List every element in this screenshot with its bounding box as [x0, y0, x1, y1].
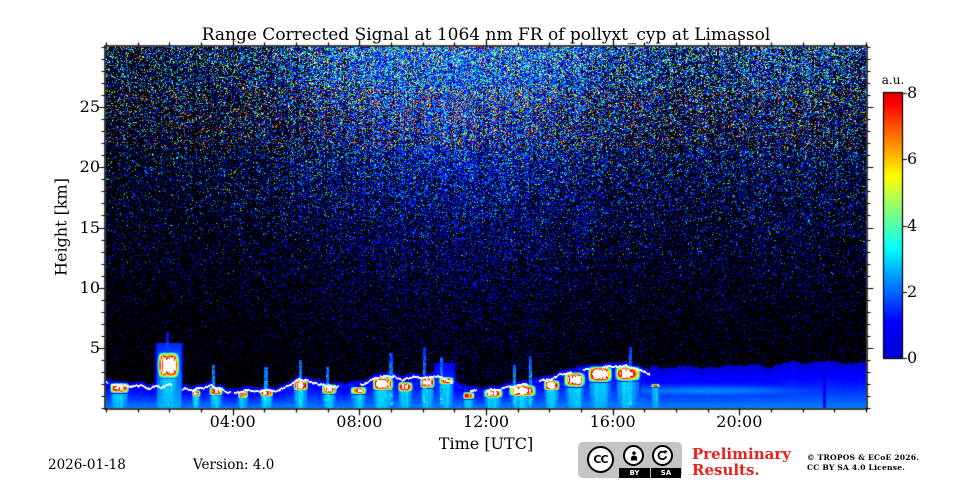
cc-by-label: BY [619, 468, 650, 478]
x-tick-label: 20:00 [716, 412, 763, 431]
colorbar-tick-label: 2 [907, 281, 918, 301]
y-tick-label: 20 [79, 157, 100, 177]
colorbar-unit-label: a.u. [881, 73, 905, 87]
preliminary-results-note: Preliminary Results. [692, 446, 791, 478]
chart-title: Range Corrected Signal at 1064 nm FR of … [201, 25, 771, 45]
preliminary-line-2: Results. [692, 461, 760, 479]
y-tick-label: 5 [89, 337, 100, 357]
measurement-date: 2026-01-18 [48, 457, 126, 473]
colorbar-tick-label: 6 [907, 149, 918, 169]
version-label: Version: 4.0 [193, 457, 275, 473]
cc-sa-arrow-icon [652, 445, 673, 466]
y-tick-label: 25 [79, 97, 100, 117]
x-tick-label: 12:00 [462, 412, 510, 431]
cc-logo-text: CC [593, 453, 608, 466]
y-tick-label: 15 [79, 217, 100, 237]
preliminary-line-1: Preliminary [692, 445, 791, 463]
cc-sa-label: SA [651, 468, 681, 478]
colorbar-tick-label: 4 [907, 215, 918, 235]
x-tick-label: 16:00 [589, 412, 636, 431]
colorbar-tick-label: 8 [907, 83, 918, 102]
colorbar-tick-label: 0 [907, 348, 918, 367]
y-tick-label: 10 [79, 277, 100, 297]
copyright-line-2: CC BY SA 4.0 License. [807, 462, 906, 472]
copyright-note: © TROPOS & ECoE 2026. CC BY SA 4.0 Licen… [807, 453, 919, 472]
cc-by-person-icon [623, 445, 644, 466]
cc-logo-icon: CC [587, 446, 614, 473]
x-axis-label: Time [UTC] [438, 434, 534, 453]
x-tick-label: 04:00 [209, 412, 256, 431]
cc-license-badge: CC BY SA [578, 442, 682, 478]
copyright-line-1: © TROPOS & ECoE 2026. [807, 453, 920, 462]
x-tick-label: 08:00 [336, 412, 383, 431]
